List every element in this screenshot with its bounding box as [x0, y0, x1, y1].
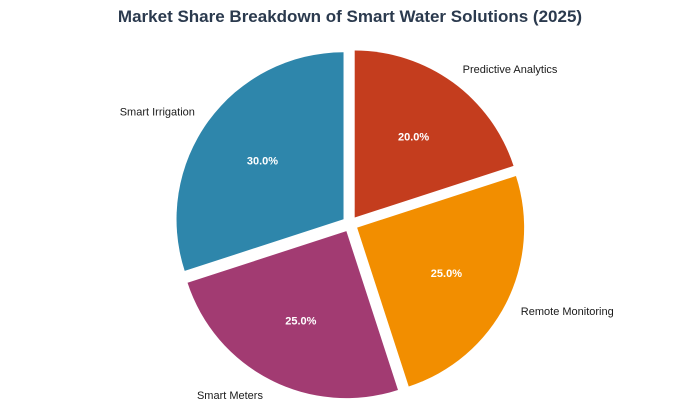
pct-label-remote-monitoring: 25.0%: [431, 268, 462, 280]
pie-slice-smart-meters: [187, 231, 398, 399]
slice-label-smart-meters: Smart Meters: [197, 390, 264, 402]
pie-slice-predictive-analytics: [354, 50, 514, 218]
pct-label-smart-irrigation: 30.0%: [247, 155, 278, 167]
pct-label-smart-meters: 25.0%: [285, 315, 316, 327]
labels-layer: 20.0% Predictive Analytics 25.0% Remote Mon…: [120, 64, 614, 402]
slices-layer: [176, 50, 525, 399]
slice-label-remote-monitoring: Remote Monitoring: [521, 306, 614, 318]
pie-slice-remote-monitoring: [357, 176, 525, 387]
chart-title: Market Share Breakdown of Smart Water So…: [118, 7, 582, 26]
pie-slice-smart-irrigation: [176, 52, 344, 271]
slice-label-predictive-analytics: Predictive Analytics: [463, 64, 558, 76]
slice-label-smart-irrigation: Smart Irrigation: [120, 106, 195, 118]
pct-label-predictive-analytics: 20.0%: [398, 131, 429, 143]
